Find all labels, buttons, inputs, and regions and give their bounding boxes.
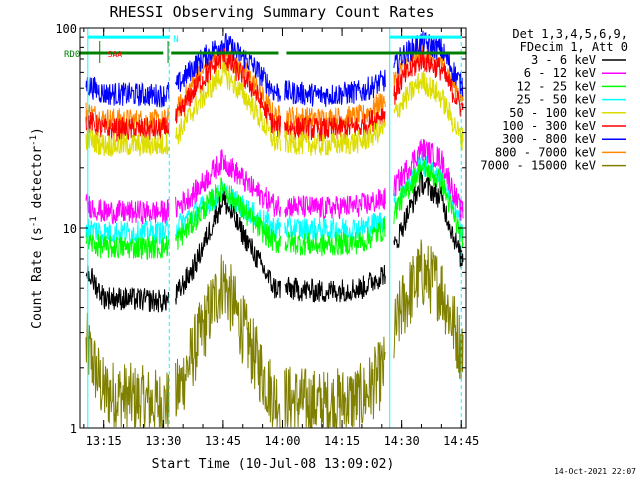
- legend-label-4: 50 - 100 keV: [509, 106, 596, 120]
- x-tick-label-6: 14:45: [443, 434, 479, 448]
- legend-label-7: 800 - 7000 keV: [495, 145, 596, 159]
- legend-header-line-2: FDecim 1, Att 0: [520, 40, 628, 54]
- y-tick-label-2: 100: [55, 22, 77, 36]
- series-line-5: [85, 47, 464, 142]
- y-tick-label-1: 10: [63, 222, 77, 236]
- x-tick-label-2: 13:45: [205, 434, 241, 448]
- legend-label-0: 3 - 6 keV: [531, 53, 596, 67]
- legend-label-8: 7000 - 15000 keV: [480, 159, 596, 173]
- series-line-1: [85, 139, 464, 225]
- x-axis-label: Start Time (10-Jul-08 13:09:02): [152, 457, 395, 472]
- x-tick-label-0: 13:15: [86, 434, 122, 448]
- legend-label-1: 6 - 12 keV: [524, 66, 596, 80]
- x-tick-label-5: 14:30: [384, 434, 420, 448]
- y-axis-label: Count Rate (s-1 detector-1): [29, 127, 45, 329]
- legend-label-6: 300 - 800 keV: [502, 132, 596, 146]
- series-line-8: [85, 239, 464, 428]
- legend-label-5: 100 - 300 keV: [502, 119, 596, 133]
- annotation-layer: RD0 SAA N: [64, 28, 466, 428]
- x-tick-label-4: 14:15: [324, 434, 360, 448]
- generated-timestamp: 14-Oct-2021 22:07: [554, 467, 636, 476]
- legend-label-2: 12 - 25 keV: [517, 79, 596, 93]
- series-line-4: [85, 61, 464, 157]
- legend: Det 1,3,4,5,6,9, FDecim 1, Att 0 3 - 6 k…: [480, 27, 628, 173]
- x-tick-label-3: 14:00: [264, 434, 300, 448]
- chart-title: RHESSI Observing Summary Count Rates: [109, 3, 434, 21]
- x-tick-label-1: 13:30: [145, 434, 181, 448]
- series-layer: [85, 30, 464, 428]
- legend-header-line-1: Det 1,3,4,5,6,9,: [512, 27, 628, 41]
- night-label: N: [173, 35, 178, 45]
- rd0-label: RD0: [64, 50, 80, 60]
- y-tick-label-0: 1: [70, 422, 77, 436]
- series-line-0: [85, 169, 464, 313]
- series-line-2: [85, 159, 464, 261]
- legend-label-3: 25 - 50 keV: [517, 93, 596, 107]
- tick-layer: 1 10 100 13:15 13:30 13:45 14:00 14:15 14:30 14:4…: [55, 22, 479, 448]
- saa-label: SAA: [108, 50, 123, 59]
